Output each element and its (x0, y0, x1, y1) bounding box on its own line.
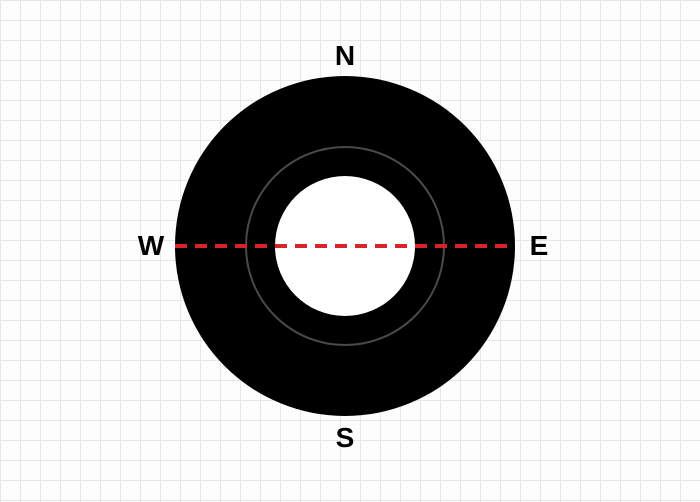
label-north: N (335, 40, 355, 72)
label-west: W (138, 230, 164, 262)
label-south: S (336, 422, 355, 454)
label-east: E (530, 230, 549, 262)
equator-dash-line (175, 244, 515, 248)
compass-diagram: N E S W (0, 0, 700, 502)
